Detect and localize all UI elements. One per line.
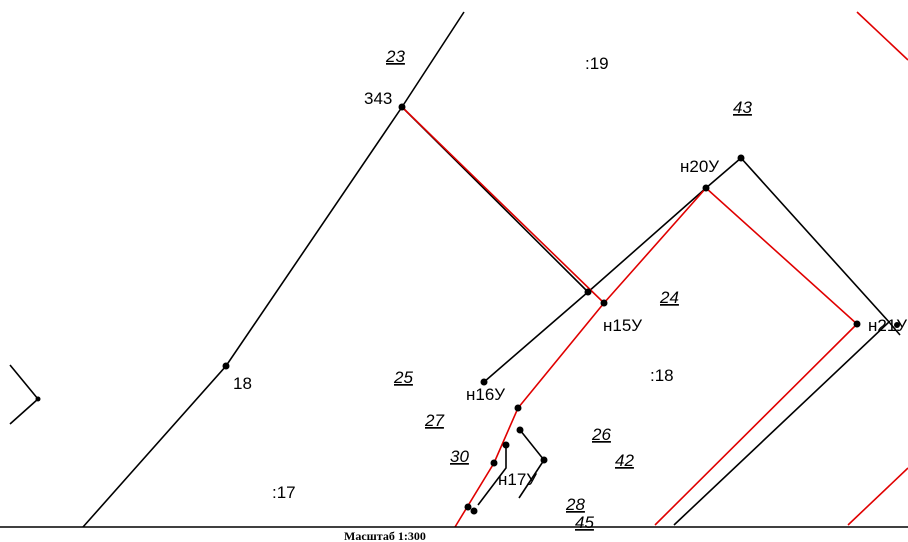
vertex-c [502,441,510,449]
plot-label-19: :19 [585,54,609,73]
vertex-18 [222,362,230,370]
zone-label-23: 23 [385,47,405,66]
vertex-b [516,426,524,434]
zone-label-25: 25 [393,368,413,387]
zone-label-30: 30 [450,447,469,466]
zone-label-26: 26 [591,425,611,444]
zone-label-27: 27 [424,411,444,430]
vertex-n21 [853,320,861,328]
point-label-18: 18 [233,374,252,393]
vertex-h [894,322,900,328]
red-n15-to-bottom [454,302,605,528]
zone-label-24: 24 [659,288,679,307]
red-bottom-right-edge [847,467,908,526]
vertex-343 [398,103,406,111]
red-343-to-n15 [401,106,605,304]
vertex-d [540,456,548,464]
vertex-a [514,404,522,412]
plot-label-18: :18 [650,366,674,385]
red-n15-to-n21 [603,186,859,526]
vertex-n20 [702,184,710,192]
vertex-n15 [600,299,608,307]
boundary-east-outer [673,156,891,526]
vertex-left-stub [35,396,41,402]
vertex-f [464,503,472,511]
vertex-n20-outer [737,154,745,162]
zone-label-43: 43 [733,98,752,117]
red-top-right-edge [856,11,908,61]
boundary-n17-stem [477,445,507,506]
point-label-n20: н20У [680,157,719,176]
point-label-n21: н21У [868,316,907,335]
point-label-n16: н16У [466,385,505,404]
point-label-n17: н17У [498,470,537,489]
zone-label-28: 28 [565,495,585,514]
plot-label-17: :17 [272,483,296,502]
vertex-points [35,103,900,515]
point-label-n15: н15У [603,316,642,335]
zone-label-45: 45 [575,513,594,532]
vertex-junction [584,288,592,296]
boundary-main-diagonal [82,11,465,528]
vertex-e [490,459,498,467]
boundary-lower-right [888,321,901,336]
vertex-n16 [480,378,488,386]
vertex-g [470,507,478,515]
map-scale: Масштаб 1:300 [344,529,426,542]
point-label-343: 343 [364,89,392,108]
zone-label-42: 42 [615,451,634,470]
new-boundaries [401,11,908,528]
